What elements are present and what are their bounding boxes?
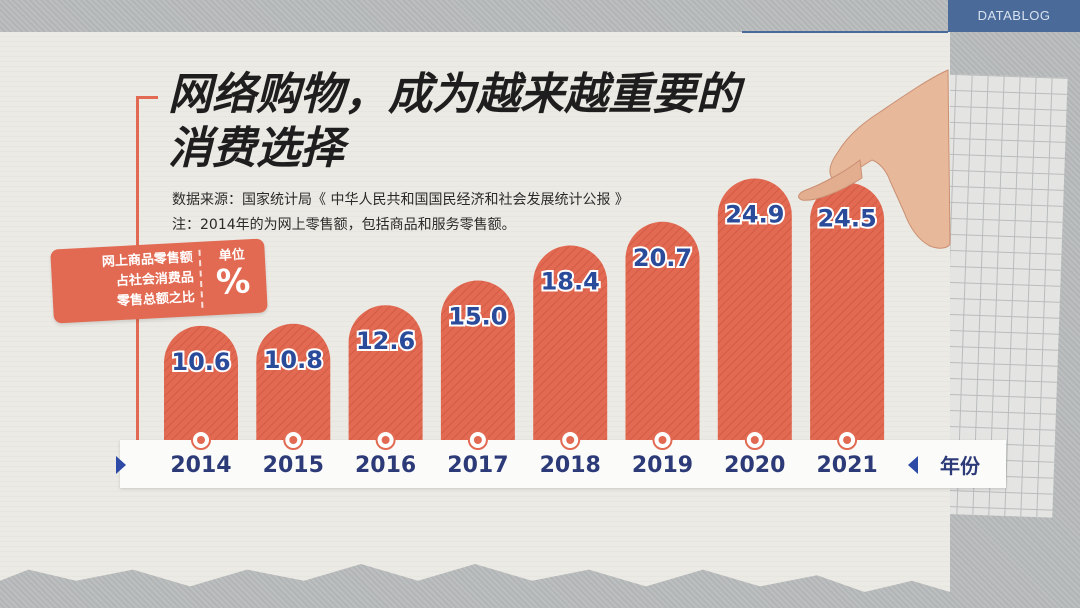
footnote: 注：2014年的为网上零售额，包括商品和服务零售额。 xyxy=(172,217,516,233)
data-label-2016: 12.6 xyxy=(356,327,415,355)
data-label-2019: 20.7 xyxy=(633,244,692,272)
data-label-2018: 18.4 xyxy=(541,267,600,295)
bar-marker-dot xyxy=(750,436,759,444)
bar-2017 xyxy=(440,280,515,440)
bar-2020 xyxy=(717,178,792,440)
bar-2019 xyxy=(625,221,700,440)
title-line-2: 消费选择 xyxy=(168,123,344,174)
bar-marker-dot xyxy=(658,436,667,444)
data-label-2015: 10.8 xyxy=(264,346,323,374)
x-tick-2021: 2021 xyxy=(816,453,877,478)
bar-marker-dot xyxy=(381,436,390,444)
bar-marker-dot xyxy=(289,436,298,444)
bar-2015 xyxy=(256,323,331,440)
x-tick-2016: 2016 xyxy=(355,453,416,478)
bar-2014 xyxy=(164,325,238,440)
x-axis-strip xyxy=(120,440,1006,488)
data-label-2017: 15.0 xyxy=(448,303,507,331)
hand-icon xyxy=(829,69,951,249)
data-label-2014: 10.6 xyxy=(171,348,230,376)
x-tick-2015: 2015 xyxy=(263,453,324,478)
bar-2016 xyxy=(348,305,423,440)
brand-box xyxy=(948,0,1080,32)
accent-line-top xyxy=(136,96,158,99)
data-label-2020: 24.9 xyxy=(725,201,784,229)
bar-marker-dot xyxy=(197,436,205,444)
bar-marker-dot xyxy=(473,436,482,444)
x-tick-2019: 2019 xyxy=(632,453,693,478)
x-axis-label: 年份 xyxy=(940,454,980,478)
bars-group: 10.6 10.8 12.6 15.0 18.4 20.7 24.9 24.5 xyxy=(164,178,885,450)
x-tick-2017: 2017 xyxy=(447,453,508,478)
bar-marker-dot xyxy=(843,436,852,444)
x-tick-2014: 2014 xyxy=(170,453,231,478)
axis-arrow-right-icon xyxy=(908,456,918,474)
bar-2021 xyxy=(810,182,885,440)
source-note: 数据来源：国家统计局《 中华人民共和国国民经济和社会发展统计公报 》 xyxy=(172,192,629,208)
title-line-1: 网络购物，成为越来越重要的 xyxy=(168,69,740,120)
bar-2018 xyxy=(533,245,608,440)
brand-underline xyxy=(742,31,948,33)
bar-marker-dot xyxy=(566,436,575,444)
axis-arrow-left-icon xyxy=(116,456,126,474)
data-label-2021: 24.5 xyxy=(817,205,876,233)
x-tick-2020: 2020 xyxy=(724,453,785,478)
chart-title: 网络购物，成为越来越重要的 消费选择 xyxy=(168,68,740,176)
x-tick-labels: 2014 2015 2016 2017 2018 2019 2020 2021 xyxy=(170,453,877,478)
brand-label: DATABLOG xyxy=(977,8,1051,23)
finger-icon xyxy=(798,159,863,201)
x-tick-2018: 2018 xyxy=(540,453,601,478)
